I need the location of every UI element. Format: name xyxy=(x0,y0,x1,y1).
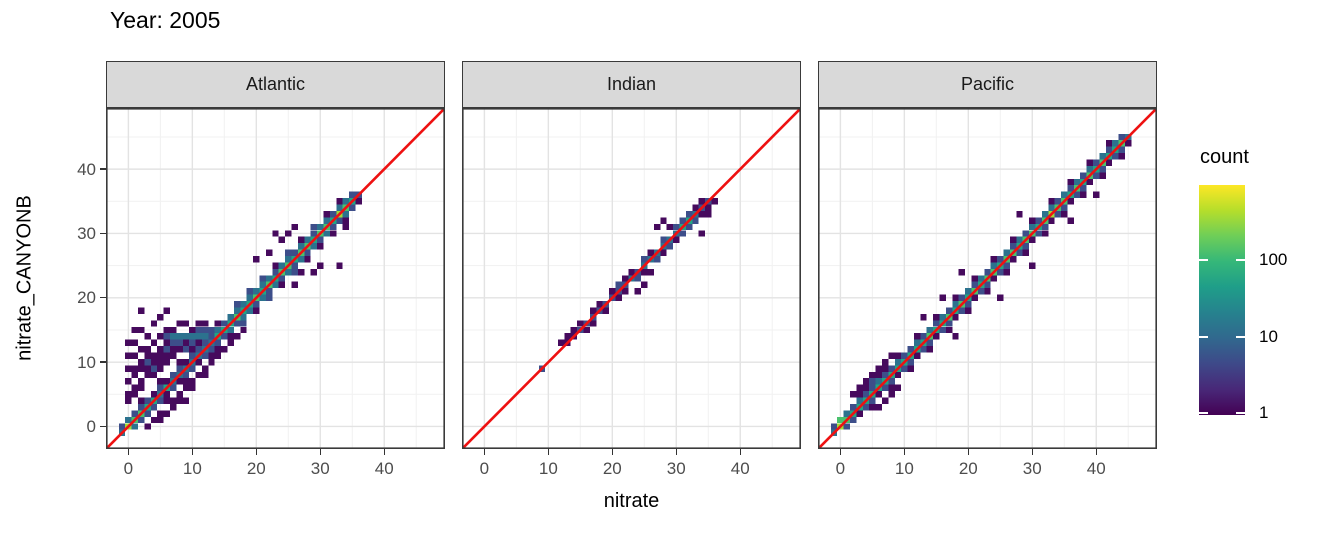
x-tick-mark xyxy=(547,449,550,455)
colorbar-tick-100-right xyxy=(1236,259,1245,261)
facet-strip-label: Indian xyxy=(606,74,657,94)
x-tick-mark xyxy=(383,449,385,455)
panel-canvas-atlantic xyxy=(106,108,445,449)
colorbar-tick-10-right xyxy=(1236,336,1245,338)
facet-strip-pacific: Pacific xyxy=(818,61,1157,108)
y-tick-label: 30 xyxy=(77,223,96,243)
colorbar-tick-1-right xyxy=(1236,412,1245,414)
x-tick-mark xyxy=(127,449,130,455)
facet-pacific: Pacific xyxy=(818,61,1157,449)
facet-strip-indian: Indian xyxy=(462,61,801,108)
legend-colorbar xyxy=(1199,185,1245,415)
x-tick-label: 0 xyxy=(479,459,490,478)
x-tick-label: 0 xyxy=(123,459,134,478)
facet-panel-atlantic xyxy=(106,108,445,449)
facet-panel-indian xyxy=(462,108,801,449)
facet-indian: Indian xyxy=(462,61,801,449)
x-tick-label: 40 xyxy=(1086,459,1106,478)
x-tick-label: 40 xyxy=(374,459,394,478)
x-tick-mark xyxy=(675,449,677,455)
x-tick-mark xyxy=(967,449,969,455)
legend-count: count 100 10 1 xyxy=(1197,146,1344,456)
y-tick-label: 0 xyxy=(86,416,96,436)
x-tick-mark xyxy=(903,449,906,455)
x-tick-mark xyxy=(191,449,194,455)
x-tick-label: 20 xyxy=(958,459,978,478)
panel-canvas-indian xyxy=(462,108,801,449)
panel-canvas-pacific xyxy=(818,108,1157,449)
legend-tick-label-100: 100 xyxy=(1259,250,1288,269)
x-tick-mark xyxy=(1095,449,1097,455)
facet-panel-pacific xyxy=(818,108,1157,449)
facet-strip-atlantic: Atlantic xyxy=(106,61,445,108)
colorbar-tick-1-left xyxy=(1199,412,1208,414)
x-tick-label: 30 xyxy=(1022,459,1042,478)
x-tick-mark xyxy=(839,449,842,455)
y-axis-title: nitrate_CANYONB xyxy=(13,195,36,361)
x-tick-mark xyxy=(1031,449,1033,455)
y-tick-mark xyxy=(100,168,106,170)
y-tick-mark xyxy=(100,425,106,428)
x-tick-mark xyxy=(319,449,321,455)
facet-strip-label: Atlantic xyxy=(245,74,306,94)
x-tick-label: 20 xyxy=(246,459,266,478)
y-tick-label: 40 xyxy=(77,159,96,179)
x-axis-title: nitrate xyxy=(603,490,660,512)
legend-tick-label-1: 1 xyxy=(1259,403,1269,422)
facet-atlantic: Atlantic xyxy=(106,61,445,449)
colorbar-tick-100-left xyxy=(1199,259,1208,261)
colorbar-tick-10-left xyxy=(1199,336,1208,338)
legend-title: count xyxy=(1200,146,1249,168)
x-tick-mark xyxy=(255,449,257,455)
facet-strip-label: Pacific xyxy=(960,74,1014,94)
plot-title: Year: 2005 xyxy=(110,7,221,33)
x-tick-label: 40 xyxy=(730,459,750,478)
x-tick-label: 30 xyxy=(666,459,686,478)
x-tick-label: 10 xyxy=(182,459,202,478)
y-tick-mark xyxy=(100,361,106,363)
y-tick-mark xyxy=(100,232,106,235)
y-tick-label: 20 xyxy=(77,288,96,308)
legend-tick-label-10: 10 xyxy=(1259,327,1278,346)
x-tick-mark xyxy=(611,449,613,455)
x-tick-mark xyxy=(739,449,741,455)
y-tick-mark xyxy=(100,297,106,299)
y-tick-label: 10 xyxy=(77,352,96,372)
x-tick-label: 30 xyxy=(310,459,330,478)
x-tick-mark xyxy=(483,449,486,455)
x-tick-label: 20 xyxy=(602,459,622,478)
x-tick-label: 10 xyxy=(894,459,914,478)
x-tick-label: 0 xyxy=(835,459,846,478)
x-tick-label: 10 xyxy=(538,459,558,478)
